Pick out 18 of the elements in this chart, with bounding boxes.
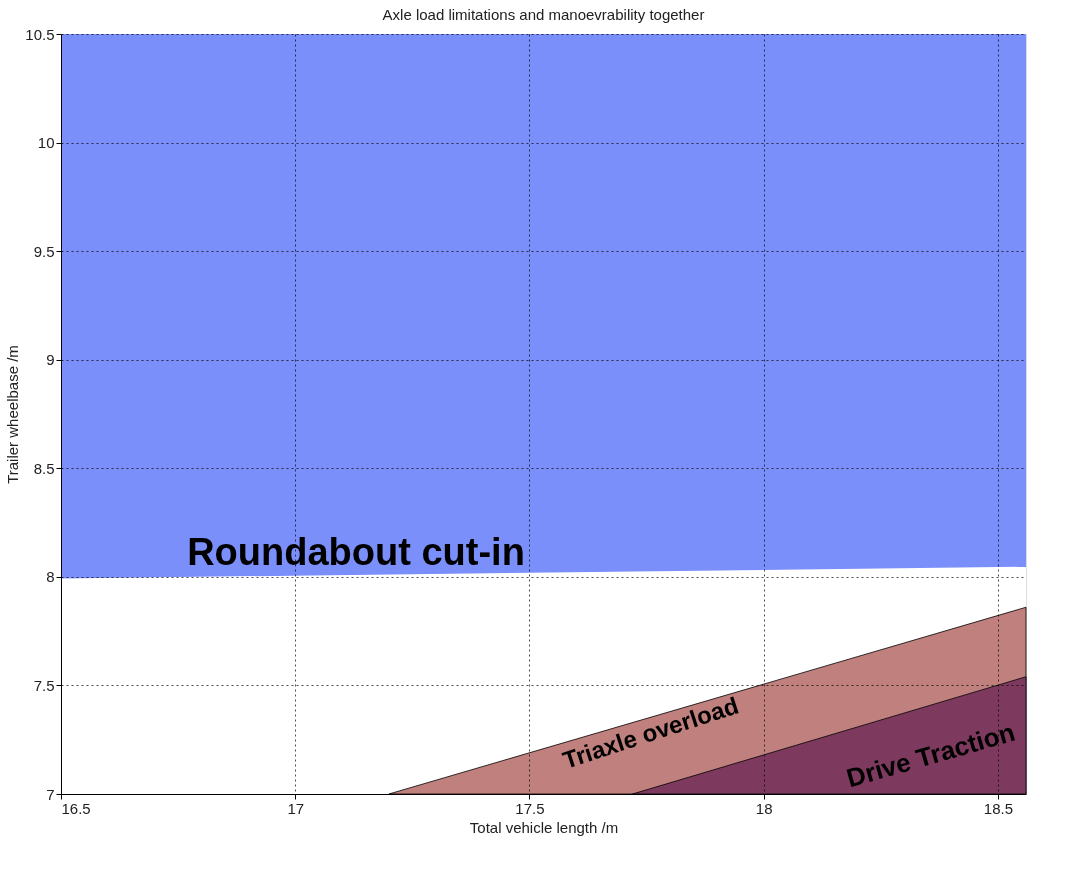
y-tick-label: 10	[37, 134, 55, 152]
x-tick-label: 17	[287, 799, 305, 817]
y-tick-label: 10.5	[25, 25, 55, 43]
chart-title: Axle load limitations and manoevrability together	[382, 6, 705, 23]
y-tick-label: 9	[46, 351, 55, 369]
y-tick-label: 8.5	[33, 459, 55, 477]
y-tick-label: 7	[46, 785, 55, 803]
annotation: Roundabout cut-in	[187, 531, 525, 573]
x-axis-title: Total vehicle length /m	[469, 818, 619, 836]
y-tick-label: 9.5	[33, 242, 55, 260]
x-tick-label: 16.5	[61, 799, 91, 817]
y-tick-label: 7.5	[33, 676, 55, 694]
y-tick-label: 8	[46, 568, 55, 586]
annotation: Drive Traction	[843, 716, 1019, 794]
x-tick-label: 18.5	[983, 799, 1013, 817]
x-tick-label: 17.5	[515, 799, 545, 817]
x-tick-label: 18	[755, 799, 773, 817]
y-axis-title: Trailer wheelbase /m	[4, 345, 22, 484]
